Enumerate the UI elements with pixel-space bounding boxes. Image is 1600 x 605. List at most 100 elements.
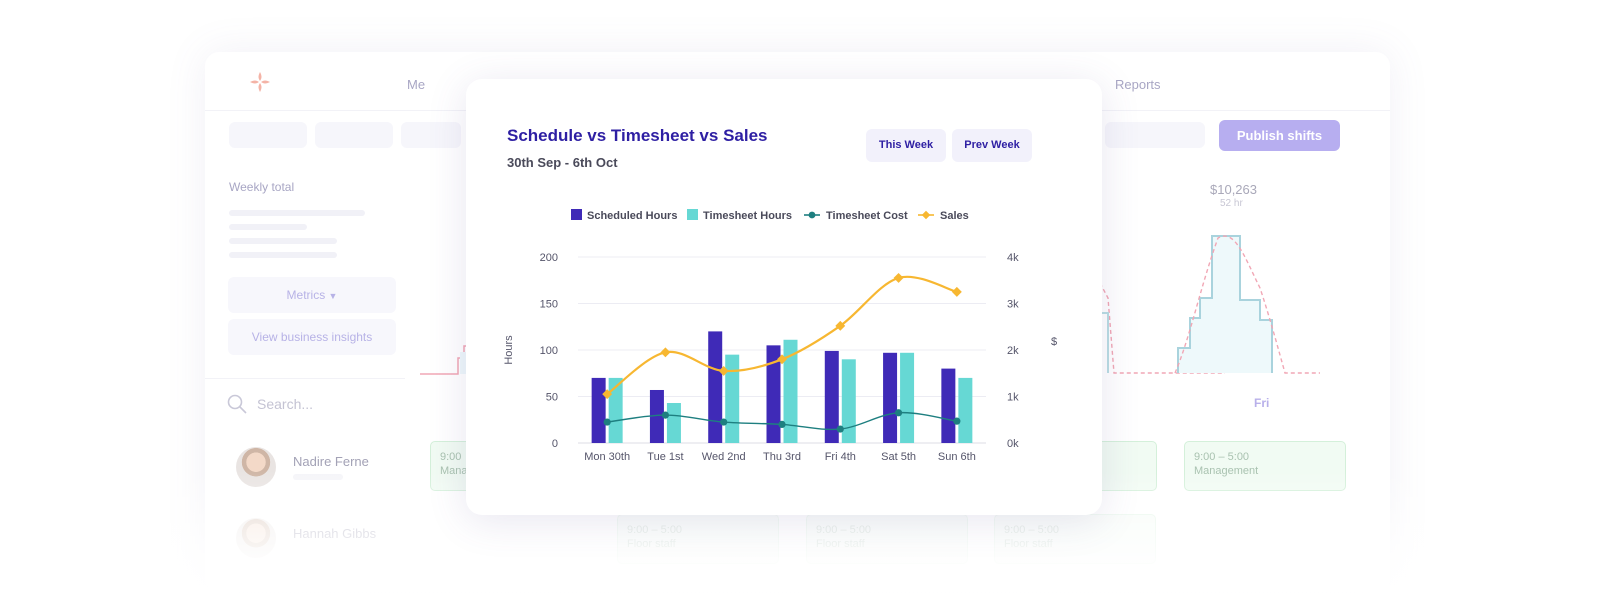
shift-card[interactable]: 9:00 – 5:00 Management xyxy=(1184,441,1346,491)
view-business-insights-button[interactable]: View business insights xyxy=(228,319,396,355)
shift-time: 9:00 – 5:00 xyxy=(627,524,683,536)
toolbar-skeleton xyxy=(315,122,393,148)
y-tick-label: 150 xyxy=(540,299,558,311)
shift-time: 9:00 – 5:00 xyxy=(1194,451,1250,463)
employee-name: Hannah Gibbs xyxy=(293,526,377,541)
toolbar-skeleton xyxy=(1105,122,1205,148)
x-tick-label: Sat 5th xyxy=(881,451,916,463)
bar-scheduled-hours xyxy=(766,345,781,443)
chart-legend: Scheduled Hours Timesheet Hours Timesheet … xyxy=(571,209,969,222)
nav-item-reports[interactable]: Reports xyxy=(1115,77,1161,92)
bar-scheduled-hours xyxy=(649,389,664,443)
card-title: Schedule vs Timesheet vs Sales xyxy=(507,126,768,145)
x-tick-label: Fri 4th xyxy=(825,451,856,463)
timesheet-cost-point xyxy=(661,411,670,419)
metrics-dropdown[interactable]: Metrics ▼ xyxy=(228,277,396,313)
legend-label: Timesheet Cost xyxy=(826,210,908,222)
weekly-total-label: Weekly total xyxy=(229,180,295,194)
shift-role: Floor staff xyxy=(627,538,676,550)
y2-tick-label: 4k xyxy=(1007,252,1019,264)
prev-week-button[interactable]: Prev Week xyxy=(952,129,1032,162)
day-header-fri: Fri xyxy=(1254,396,1270,410)
skeleton-line xyxy=(229,238,337,244)
bar-timesheet-hours xyxy=(666,403,681,443)
x-tick-label: Mon 30th xyxy=(584,451,630,463)
chart-gridlines xyxy=(578,256,986,444)
this-week-button[interactable]: This Week xyxy=(866,129,946,162)
bar-scheduled-hours xyxy=(708,331,723,443)
y-tick-label: 200 xyxy=(540,252,558,264)
avatar xyxy=(236,518,276,558)
shift-role: Floor staff xyxy=(1004,538,1053,550)
x-tick-label: Thu 3rd xyxy=(763,451,801,463)
bar-timesheet-hours xyxy=(900,352,915,443)
y2-tick-label: 0k xyxy=(1007,438,1019,450)
employee-name: Nadire Ferne xyxy=(293,454,369,469)
logo-icon xyxy=(250,72,270,92)
search-bar[interactable]: Search... xyxy=(227,394,313,414)
x-tick-label: Wed 2nd xyxy=(702,451,746,463)
legend-label: Scheduled Hours xyxy=(587,210,677,222)
y-axis-label: Hours xyxy=(503,335,515,365)
legend-swatch xyxy=(808,211,816,219)
shift-card[interactable]: 9:00 – 5:00 Floor staff xyxy=(806,514,968,564)
sales-point xyxy=(835,320,846,331)
publish-shifts-button[interactable]: Publish shifts xyxy=(1219,120,1340,151)
avatar xyxy=(236,447,276,487)
shift-role: Floor staff xyxy=(816,538,865,550)
schedule-timesheet-sales-chart: 0 50 100 150 200 0k 1k 2k 3k 4k Mon 30th Tue 1st Wed… xyxy=(503,209,1057,463)
bar-timesheet-hours xyxy=(841,359,856,443)
y-tick-label: 0 xyxy=(552,438,558,450)
bar-scheduled-hours xyxy=(591,377,606,443)
shift-time: 9:00 – 5:00 xyxy=(816,524,872,536)
nav-item-partial[interactable]: Me xyxy=(407,77,426,92)
bar-timesheet-hours xyxy=(958,377,973,443)
shift-card[interactable]: 9:00 – 5:00 Floor staff xyxy=(617,514,779,564)
search-input[interactable]: Search... xyxy=(257,396,314,412)
legend-label: Sales xyxy=(940,210,969,222)
skeleton-line xyxy=(229,252,337,258)
sales-point xyxy=(777,354,787,365)
toolbar-skeleton xyxy=(229,122,307,148)
bar-timesheet-hours xyxy=(725,354,740,443)
skeleton-line xyxy=(293,474,343,480)
legend-swatch xyxy=(687,209,698,220)
skeleton-line xyxy=(229,210,365,216)
chart-bars xyxy=(591,331,973,443)
legend-swatch xyxy=(571,209,582,220)
shift-card[interactable]: 9:00 – 5:00 Floor staff xyxy=(994,514,1156,564)
timesheet-cost-point xyxy=(894,409,903,417)
timesheet-cost-point xyxy=(603,418,611,426)
skeleton-line xyxy=(229,224,307,230)
y-tick-label: 100 xyxy=(540,345,558,357)
y2-tick-label: 2k xyxy=(1007,345,1019,357)
sales-point xyxy=(951,286,962,297)
bar-timesheet-hours xyxy=(783,339,798,443)
legend-swatch xyxy=(921,210,931,220)
sales-point xyxy=(660,347,671,358)
bar-scheduled-hours xyxy=(883,352,898,443)
y2-tick-label: 1k xyxy=(1007,392,1019,404)
search-icon xyxy=(227,394,247,414)
timesheet-cost-point xyxy=(720,418,728,426)
bar-scheduled-hours xyxy=(941,368,956,443)
insights-card: Schedule vs Timesheet vs Sales 30th Sep … xyxy=(466,79,1102,515)
bg-hours-chart-fragment xyxy=(1100,235,1320,374)
timesheet-cost-point xyxy=(953,417,961,425)
metrics-label: Metrics xyxy=(286,288,326,302)
date-range: 30th Sep - 6th Oct xyxy=(507,155,618,170)
timesheet-cost-point xyxy=(836,425,844,433)
caret-down-icon: ▼ xyxy=(328,291,338,301)
shift-role: Management xyxy=(1194,465,1259,477)
y2-axis-label: $ xyxy=(1051,336,1057,348)
timesheet-cost-point xyxy=(778,420,786,428)
x-tick-label: Sun 6th xyxy=(938,451,976,463)
x-tick-label: Tue 1st xyxy=(647,451,683,463)
chart-lines xyxy=(602,272,962,433)
chart-axes: 0 50 100 150 200 0k 1k 2k 3k 4k Mon 30th Tue 1st Wed… xyxy=(503,252,1057,463)
sales-point xyxy=(893,272,904,283)
y2-tick-label: 3k xyxy=(1007,299,1019,311)
bar-scheduled-hours xyxy=(824,350,839,443)
shift-time: 9:00 – 5:00 xyxy=(1004,524,1060,536)
